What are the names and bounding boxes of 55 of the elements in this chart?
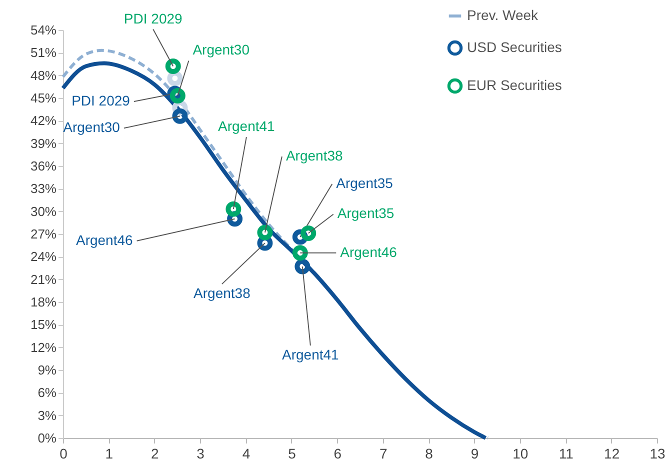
y-tick-label: 48% [30, 68, 57, 83]
y-tick-label: 6% [38, 385, 57, 400]
y-tick-label: 45% [30, 90, 57, 106]
point [172, 108, 188, 124]
y-tick-label: 15% [30, 317, 57, 332]
data-label: Argent35 [337, 205, 394, 222]
point [226, 201, 242, 217]
y-tick-label: 51% [30, 45, 57, 60]
point [292, 245, 308, 261]
x-tick-label: 13 [650, 446, 666, 462]
y-tick-label: 33% [30, 181, 57, 196]
data-label: Argent46 [76, 232, 134, 248]
y-tick-label: 12% [30, 340, 57, 355]
x-tick-label: 4 [242, 446, 250, 462]
legend-label: EUR Securities [467, 77, 562, 93]
data-label: Argent30 [63, 119, 120, 136]
data-label: Argent41 [218, 118, 276, 134]
point [257, 224, 273, 240]
legend-label: USD Securities [467, 39, 562, 55]
data-label: PDI 2029 [72, 92, 130, 108]
data-label: Argent46 [340, 244, 398, 260]
y-tick-label: 30% [30, 204, 57, 219]
x-tick-label: 5 [288, 446, 296, 462]
legend-label: Prev. Week [467, 7, 540, 23]
y-tick-label: 3% [38, 408, 57, 423]
x-tick-label: 0 [60, 446, 68, 462]
y-tick-label: 39% [30, 136, 57, 151]
data-label: Argent30 [192, 42, 250, 58]
x-tick-label: 3 [196, 446, 205, 462]
data-label: Argent38 [194, 285, 251, 302]
point [165, 58, 181, 74]
y-tick-label: 42% [30, 113, 57, 128]
y-tick-label: 54% [30, 22, 57, 38]
x-tick-label: 9 [470, 446, 479, 462]
x-tick-label: 6 [334, 446, 342, 462]
x-tick-label: 10 [512, 446, 528, 462]
point [294, 258, 310, 274]
x-tick-label: 11 [558, 446, 574, 462]
y-tick-label: 21% [30, 272, 57, 287]
y-tick-label: 27% [30, 226, 57, 242]
y-tick-label: 24% [30, 249, 57, 264]
data-label: PDI 2029 [124, 10, 183, 26]
x-tick-label: 8 [425, 446, 434, 462]
x-tick-label: 12 [604, 446, 620, 462]
x-tick-label: 1 [105, 446, 114, 462]
x-tick-label: 2 [150, 446, 159, 462]
y-tick-label: 9% [38, 362, 57, 378]
data-label: Argent38 [286, 147, 343, 164]
point [300, 226, 316, 241]
y-tick-label: 0% [38, 430, 57, 446]
data-label: Argent41 [282, 346, 340, 362]
y-tick-label: 18% [30, 294, 57, 310]
y-tick-label: 36% [30, 158, 57, 174]
data-label: Argent35 [336, 175, 394, 192]
x-tick-label: 7 [379, 446, 388, 462]
